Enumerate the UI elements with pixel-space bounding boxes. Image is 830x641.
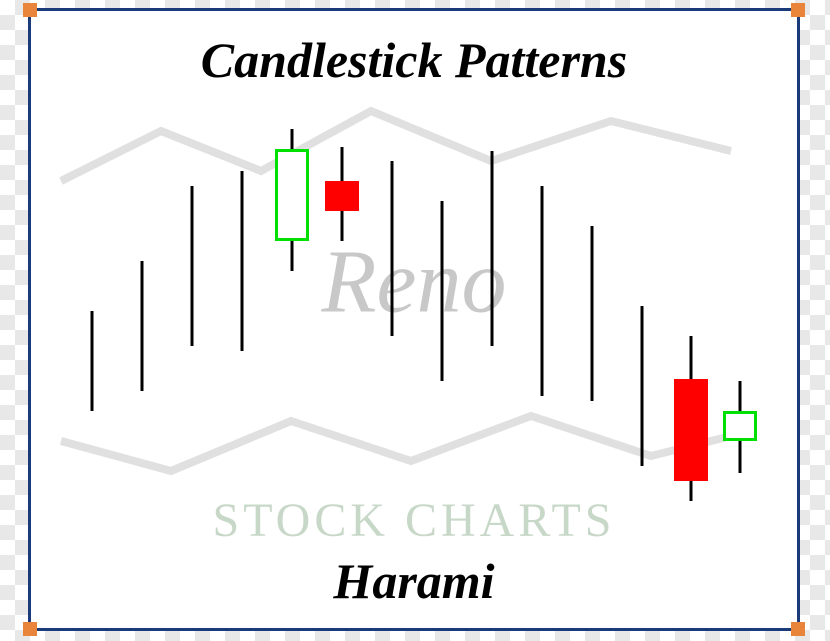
corner-br bbox=[791, 622, 805, 636]
candle-8 bbox=[491, 111, 493, 531]
candle-12 bbox=[690, 111, 692, 531]
candle-13 bbox=[739, 111, 741, 531]
candle-10 bbox=[591, 111, 593, 531]
candle-4 bbox=[291, 111, 293, 531]
candle-wick bbox=[541, 186, 544, 396]
candle-wick bbox=[391, 161, 394, 336]
corner-bl bbox=[23, 622, 37, 636]
candle-wick bbox=[141, 261, 144, 391]
candle-6 bbox=[391, 111, 393, 531]
candle-9 bbox=[541, 111, 543, 531]
candle-5 bbox=[341, 111, 343, 531]
candle-wick bbox=[191, 186, 194, 346]
candle-3 bbox=[241, 111, 243, 531]
candlestick-chart bbox=[71, 111, 761, 531]
candle-wick bbox=[641, 306, 644, 466]
candle-11 bbox=[641, 111, 643, 531]
candle-wick bbox=[241, 171, 244, 351]
candle-body bbox=[674, 379, 708, 481]
candle-wick bbox=[591, 226, 594, 401]
corner-tl bbox=[23, 3, 37, 17]
candle-2 bbox=[191, 111, 193, 531]
candle-0 bbox=[91, 111, 93, 531]
candle-body bbox=[723, 411, 757, 441]
chart-subtitle: Harami bbox=[31, 552, 797, 610]
chart-frame: Reno STOCK CHARTS Candlestick Patterns H… bbox=[28, 8, 800, 631]
candle-1 bbox=[141, 111, 143, 531]
candle-7 bbox=[441, 111, 443, 531]
candle-wick bbox=[441, 201, 444, 381]
candle-body bbox=[275, 149, 309, 241]
candle-wick bbox=[491, 151, 494, 346]
chart-title: Candlestick Patterns bbox=[31, 31, 797, 89]
candle-body bbox=[325, 181, 359, 211]
corner-tr bbox=[791, 3, 805, 17]
candle-wick bbox=[91, 311, 94, 411]
